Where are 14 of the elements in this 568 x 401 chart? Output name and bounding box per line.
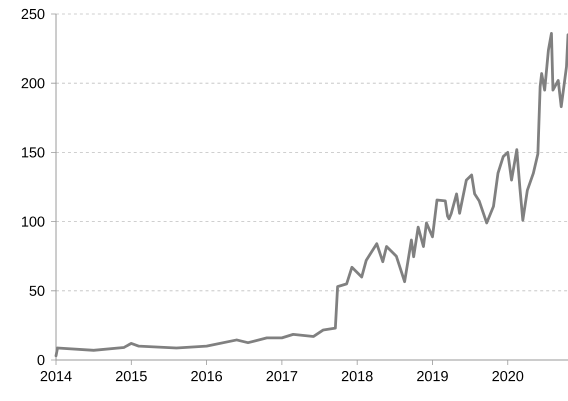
y-tick-label: 0: [38, 354, 44, 366]
x-tick-label: 2020: [492, 371, 524, 382]
x-tick-label: 2018: [342, 371, 373, 382]
y-tick-label: 250: [22, 8, 44, 20]
line-series: [54, 32, 568, 358]
y-tick-label: 200: [22, 78, 44, 88]
y-tick-label: 100: [22, 216, 44, 227]
x-tick-label: 2017: [266, 371, 298, 382]
x-tick-label: 2014: [40, 371, 72, 382]
x-tick-label: 2016: [191, 371, 222, 382]
x-tick-label: 2019: [417, 371, 448, 382]
y-tick-label: 150: [22, 147, 44, 158]
x-tick-label: 2015: [116, 371, 147, 382]
y-tick-label: 50: [30, 286, 44, 296]
